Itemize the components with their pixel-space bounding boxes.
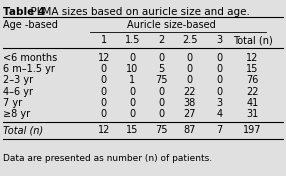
Text: 7: 7 xyxy=(217,125,223,135)
Text: 0: 0 xyxy=(129,53,136,63)
Text: 2–3 yr: 2–3 yr xyxy=(3,75,33,85)
Text: 0: 0 xyxy=(101,98,107,108)
Text: 75: 75 xyxy=(155,125,167,135)
Text: 5: 5 xyxy=(158,64,164,74)
Text: Data are presented as number (n) of patients.: Data are presented as number (n) of pati… xyxy=(3,154,212,163)
Text: 0: 0 xyxy=(217,87,223,96)
Text: 4: 4 xyxy=(217,109,223,119)
Text: 12: 12 xyxy=(246,53,259,63)
Text: 22: 22 xyxy=(246,87,259,96)
Text: 0: 0 xyxy=(101,75,107,85)
Text: Auricle size-based: Auricle size-based xyxy=(127,20,216,30)
Text: Total (n): Total (n) xyxy=(233,35,272,45)
Text: 1: 1 xyxy=(101,35,107,45)
Text: 27: 27 xyxy=(183,109,196,119)
Text: 4–6 yr: 4–6 yr xyxy=(3,87,33,96)
Text: 0: 0 xyxy=(101,87,107,96)
Text: 0: 0 xyxy=(186,64,193,74)
Text: 12: 12 xyxy=(98,53,110,63)
Text: 0: 0 xyxy=(129,87,136,96)
Text: 0: 0 xyxy=(129,109,136,119)
Text: 87: 87 xyxy=(183,125,196,135)
Text: 6 m–1.5 yr: 6 m–1.5 yr xyxy=(3,64,55,74)
Text: 0: 0 xyxy=(186,53,193,63)
Text: Age -based: Age -based xyxy=(3,20,58,30)
Text: 2.5: 2.5 xyxy=(182,35,197,45)
Text: 1.5: 1.5 xyxy=(125,35,140,45)
Text: 76: 76 xyxy=(246,75,259,85)
Text: 0: 0 xyxy=(217,53,223,63)
Text: 0: 0 xyxy=(158,109,164,119)
Text: 0: 0 xyxy=(129,98,136,108)
Text: 0: 0 xyxy=(158,98,164,108)
Text: 0: 0 xyxy=(158,87,164,96)
Text: 41: 41 xyxy=(247,98,259,108)
Text: 7 yr: 7 yr xyxy=(3,98,22,108)
Text: 10: 10 xyxy=(126,64,138,74)
Text: 3: 3 xyxy=(217,35,223,45)
Text: 12: 12 xyxy=(98,125,110,135)
Text: 15: 15 xyxy=(126,125,139,135)
Text: ≥8 yr: ≥8 yr xyxy=(3,109,30,119)
Text: 38: 38 xyxy=(184,98,196,108)
Text: 3: 3 xyxy=(217,98,223,108)
Text: 15: 15 xyxy=(246,64,259,74)
Text: Table 4: Table 4 xyxy=(3,7,45,17)
Text: 2: 2 xyxy=(158,35,164,45)
Text: 197: 197 xyxy=(243,125,262,135)
Text: 0: 0 xyxy=(158,53,164,63)
Text: 75: 75 xyxy=(155,75,167,85)
Text: 0: 0 xyxy=(217,64,223,74)
Text: 31: 31 xyxy=(247,109,259,119)
Text: 0: 0 xyxy=(101,109,107,119)
Text: <6 months: <6 months xyxy=(3,53,57,63)
Text: 22: 22 xyxy=(183,87,196,96)
Text: 0: 0 xyxy=(101,64,107,74)
Text: 0: 0 xyxy=(217,75,223,85)
Text: Total (n): Total (n) xyxy=(3,125,43,135)
Text: 1: 1 xyxy=(129,75,136,85)
Text: 0: 0 xyxy=(186,75,193,85)
Text: PLMA sizes based on auricle size and age.: PLMA sizes based on auricle size and age… xyxy=(24,7,250,17)
